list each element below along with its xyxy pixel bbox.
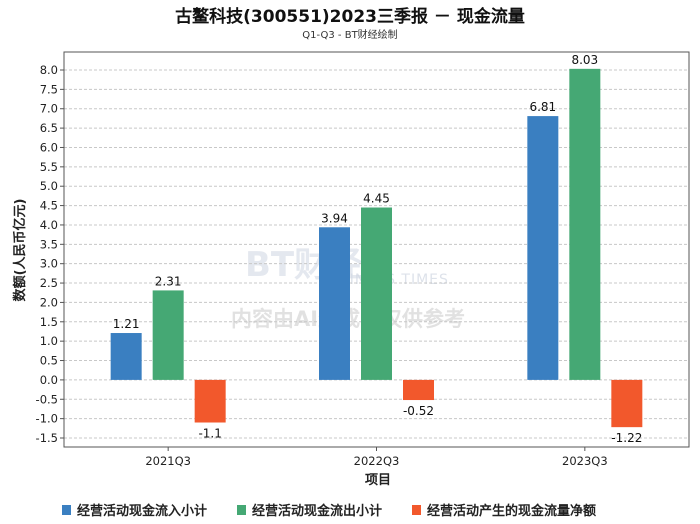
y-tick-label: 4.0 [40, 218, 58, 232]
y-tick-label: 3.0 [40, 257, 58, 271]
data-label: -0.52 [403, 404, 434, 418]
bar [527, 116, 559, 380]
data-label: -1.22 [611, 431, 642, 445]
y-tick-label: 2.5 [40, 276, 58, 290]
y-tick-label: 7.5 [40, 82, 58, 96]
y-axis-ticks: 8.0 7.5 7.0 6.5 6.0 5.5 5.0 4.5 4.0 3.5 3.0 2.5 2.0 1… [36, 63, 64, 445]
data-label: 6.81 [529, 100, 556, 114]
data-labels: 1.21 2.31 -1.1 3.94 4.45 -0.52 6.81 8.03 -1.22 [113, 53, 643, 445]
legend: 经营活动现金流入小计 经营活动现金流出小计 经营活动产生的现金流量净额 [62, 503, 596, 519]
y-tick-label: 7.0 [40, 102, 58, 116]
data-label: -1.1 [198, 427, 221, 441]
x-tick-label: 2023Q3 [562, 454, 608, 468]
y-tick-label: -0.5 [36, 392, 58, 406]
bar [110, 333, 142, 380]
x-tick-label: 2021Q3 [145, 454, 191, 468]
y-tick-label: 5.5 [40, 160, 58, 174]
y-tick-label: 4.5 [40, 199, 58, 213]
y-tick-label: 0.0 [40, 373, 58, 387]
bar [194, 379, 226, 423]
data-label: 3.94 [321, 211, 348, 225]
x-axis-label: 项目 [365, 473, 391, 488]
bar [403, 379, 434, 401]
bar [569, 68, 601, 380]
y-tick-label: 6.5 [40, 121, 58, 135]
y-tick-label: 1.5 [40, 315, 58, 329]
y-tick-label: 3.5 [40, 237, 58, 251]
y-axis-label: 数额(人民币亿元) [12, 199, 28, 302]
y-tick-label: 0.5 [40, 354, 58, 368]
bar [611, 379, 643, 428]
chart-subtitle: Q1-Q3 - BT财经绘制 [302, 28, 397, 41]
legend-label: 经营活动现金流入小计 [77, 503, 207, 519]
legend-label: 经营活动产生的现金流量净额 [427, 503, 596, 519]
bar [152, 290, 184, 380]
y-tick-label: 6.0 [40, 140, 58, 154]
x-tick-label: 2022Q3 [354, 454, 400, 468]
y-tick-label: -1.0 [36, 412, 58, 426]
data-label: 2.31 [155, 274, 182, 288]
bar [319, 227, 350, 380]
y-tick-label: 8.0 [40, 63, 58, 77]
y-tick-label: -1.5 [36, 431, 58, 445]
legend-swatch [412, 505, 421, 515]
legend-swatch [62, 505, 71, 515]
y-tick-label: 5.0 [40, 179, 58, 193]
legend-swatch [237, 505, 246, 515]
plot-frame [63, 51, 690, 448]
data-label: 4.45 [363, 192, 390, 206]
y-tick-label: 1.0 [40, 334, 58, 348]
data-label: 8.03 [571, 53, 598, 67]
data-label: 1.21 [113, 317, 140, 331]
bar-series [110, 68, 643, 428]
chart-title: 古鳌科技(300551)2023三季报 － 现金流量 [175, 6, 525, 27]
x-axis-ticks: 2021Q3 2022Q3 2023Q3 [145, 447, 608, 468]
bar [361, 207, 392, 380]
legend-label: 经营活动现金流出小计 [252, 503, 382, 519]
y-tick-label: 2.0 [40, 295, 58, 309]
